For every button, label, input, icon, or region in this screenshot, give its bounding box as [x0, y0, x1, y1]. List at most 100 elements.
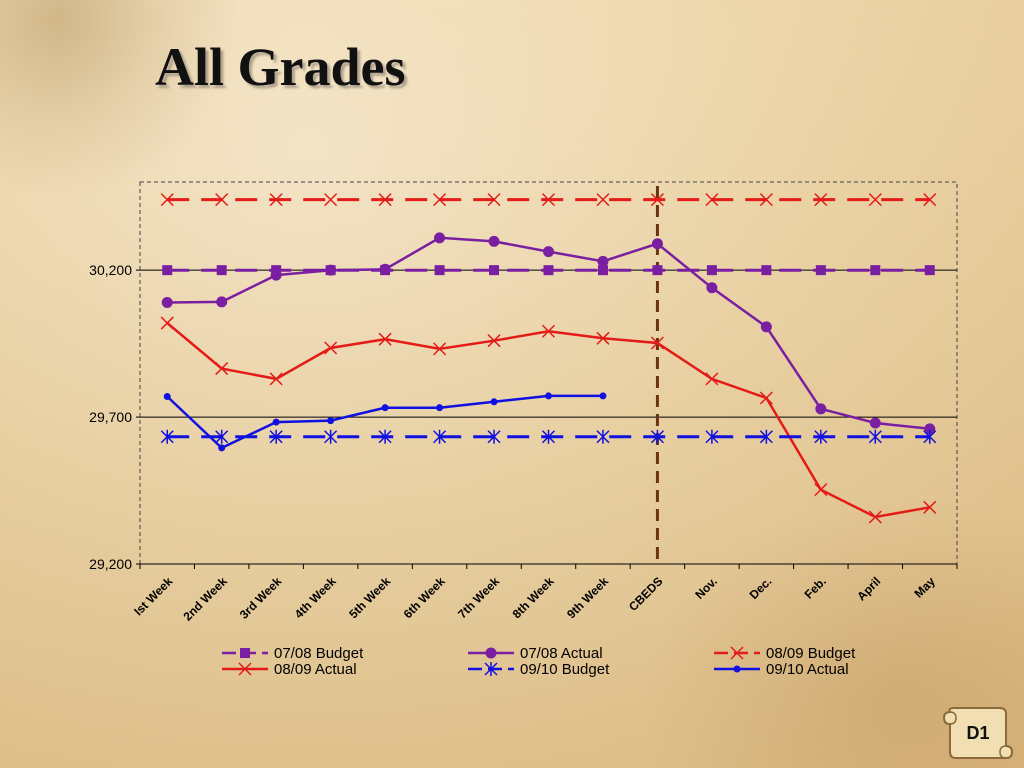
- data-point: [651, 238, 663, 250]
- data-point: [324, 341, 338, 355]
- legend-swatch: [222, 648, 268, 658]
- data-point: [705, 372, 719, 386]
- scroll-badge-icon: [942, 707, 1014, 759]
- data-point: [325, 264, 337, 276]
- data-point: [814, 429, 828, 444]
- data-point: [162, 265, 173, 276]
- legend-swatch: [222, 662, 268, 676]
- data-point: [378, 332, 392, 346]
- legend-marker: [238, 662, 252, 676]
- data-point: [759, 429, 773, 444]
- x-tick-label: 8th Week: [510, 574, 557, 621]
- x-tick-label: Dec.: [747, 574, 775, 602]
- legend-label: 09/10 Actual: [766, 660, 849, 678]
- data-point: [760, 321, 772, 333]
- legend-item: 08/09 Budget: [712, 644, 940, 662]
- data-point: [924, 265, 935, 276]
- data-point: [545, 392, 552, 400]
- data-point: [215, 193, 229, 207]
- x-tick-label: 4th Week: [292, 574, 339, 621]
- data-point: [814, 483, 828, 497]
- slide-title: All Grades: [155, 37, 406, 97]
- data-point: [163, 393, 171, 401]
- data-point: [436, 404, 444, 412]
- legend-swatch: [468, 647, 514, 659]
- data-point: [923, 193, 937, 207]
- legend-item: 08/09 Actual: [220, 660, 466, 678]
- data-point: [759, 391, 773, 405]
- badge-label: D1: [966, 722, 990, 743]
- x-tick-label: 9th Week: [564, 574, 611, 621]
- data-point: [652, 265, 663, 276]
- data-point: [434, 232, 446, 244]
- data-point: [272, 418, 280, 426]
- legend-swatch: [714, 646, 760, 660]
- data-point: [487, 193, 501, 207]
- data-point: [596, 331, 610, 345]
- data-point: [378, 429, 392, 444]
- legend-marker: [730, 646, 744, 660]
- data-point: [868, 193, 882, 207]
- y-tick-label: 30,200: [89, 262, 132, 278]
- x-tick-label: April: [854, 574, 883, 603]
- series-line-4: [166, 322, 931, 519]
- legend-label: 08/09 Actual: [274, 660, 357, 678]
- data-point: [650, 336, 664, 350]
- data-point: [596, 193, 610, 207]
- data-point: [706, 265, 717, 276]
- data-point: [324, 193, 338, 207]
- data-point: [599, 392, 607, 400]
- data-point: [869, 417, 881, 429]
- data-point: [215, 429, 229, 444]
- x-tick-label: 7th Week: [455, 574, 502, 621]
- data-point: [324, 429, 338, 444]
- legend-label: 08/09 Budget: [766, 644, 856, 662]
- plot-area: [139, 181, 958, 565]
- data-point: [269, 193, 283, 207]
- data-point: [490, 398, 498, 406]
- data-point: [487, 334, 501, 348]
- data-point: [433, 193, 447, 207]
- legend-item: 07/08 Budget: [220, 645, 466, 662]
- data-point: [378, 193, 392, 207]
- data-point: [815, 265, 826, 276]
- legend-label: 07/08 Actual: [520, 644, 603, 662]
- data-point: [597, 255, 609, 267]
- data-point: [434, 265, 445, 276]
- x-tick-label: Nov.: [692, 574, 720, 602]
- x-tick-label: May: [911, 574, 938, 601]
- data-point: [596, 429, 610, 444]
- data-point: [433, 342, 447, 356]
- data-point: [706, 282, 718, 294]
- legend-item: 09/10 Budget: [466, 661, 712, 678]
- data-point: [705, 193, 719, 207]
- data-point: [543, 246, 554, 258]
- data-point: [597, 265, 608, 276]
- data-point: [870, 265, 881, 276]
- data-point: [160, 193, 174, 207]
- x-tick-label: 2nd Week: [180, 574, 230, 624]
- legend-swatch: [468, 662, 514, 676]
- data-point: [759, 193, 773, 207]
- x-tick-label: Feb.: [802, 574, 829, 601]
- data-point: [269, 429, 283, 444]
- data-point: [327, 417, 335, 425]
- y-tick-label: 29,700: [89, 409, 132, 425]
- data-point: [543, 265, 554, 276]
- data-point: [924, 423, 936, 435]
- data-point: [541, 324, 556, 338]
- legend-marker: [484, 662, 498, 676]
- data-point: [433, 429, 447, 444]
- data-point: [868, 429, 882, 444]
- legend-item: 07/08 Actual: [466, 644, 712, 662]
- data-point: [270, 269, 282, 281]
- data-point: [923, 429, 937, 444]
- data-point: [381, 404, 389, 412]
- data-point: [215, 362, 229, 376]
- legend-marker: [733, 665, 741, 673]
- x-tick-label: 6th Week: [401, 574, 448, 621]
- data-point: [216, 296, 228, 308]
- data-point: [269, 372, 283, 386]
- data-point: [705, 429, 719, 444]
- data-point: [761, 265, 772, 276]
